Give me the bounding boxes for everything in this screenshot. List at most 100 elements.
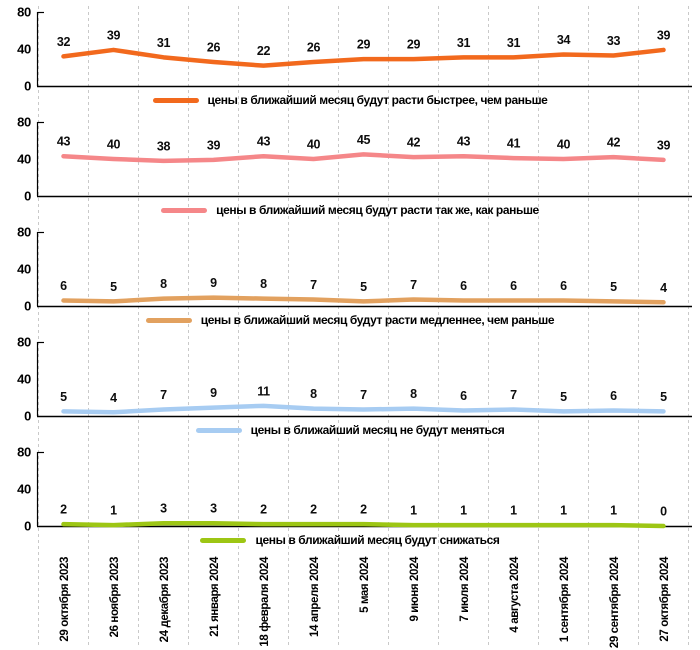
series-line-2 [61, 152, 666, 164]
y-tick-label: 80 [17, 445, 31, 460]
data-label: 4 [660, 281, 667, 295]
data-label: 7 [510, 388, 517, 402]
x-axis-date-label: 7 июля 2024 [459, 556, 471, 622]
data-label: 6 [460, 389, 467, 403]
data-label: 43 [57, 135, 71, 149]
legend-swatch-icon [145, 318, 192, 323]
legend-label: цены в ближайший месяц будут расти медле… [200, 313, 555, 327]
data-label: 8 [260, 277, 267, 291]
x-axis-date-label: 24 декабря 2023 [159, 557, 171, 642]
legend-swatch-icon [152, 98, 199, 103]
y-tick-label: 0 [24, 79, 31, 94]
x-axis-date-label: 26 ноября 2023 [109, 557, 121, 637]
data-label: 5 [610, 280, 617, 294]
data-label: 5 [360, 280, 367, 294]
x-axis-date-label: 4 августа 2024 [509, 556, 521, 633]
x-axis-date-label: 29 октября 2023 [59, 557, 71, 642]
series-line-1 [61, 47, 666, 68]
data-label: 6 [460, 279, 467, 293]
data-label: 39 [657, 28, 671, 42]
data-label: 2 [310, 503, 317, 517]
data-label: 42 [607, 136, 621, 150]
data-label: 40 [107, 138, 121, 152]
y-tick-label: 80 [17, 5, 31, 20]
legend-label: цены в ближайший месяц будут снижаться [255, 533, 500, 547]
x-axis-date-label: 9 июня 2024 [409, 556, 421, 622]
y-tick-label: 40 [17, 42, 31, 57]
x-axis-date-label: 27 октября 2024 [659, 556, 671, 642]
data-label: 5 [660, 390, 667, 404]
y-tick-label: 80 [17, 115, 31, 130]
data-label: 5 [110, 280, 117, 294]
data-label: 9 [210, 386, 217, 400]
data-label: 2 [360, 503, 367, 517]
data-label: 39 [107, 28, 121, 42]
y-tick-label: 0 [24, 189, 31, 204]
data-label: 8 [310, 387, 317, 401]
data-label: 33 [607, 34, 621, 48]
legend-label: цены в ближайший месяц не будут меняться [250, 423, 505, 437]
data-label: 7 [310, 278, 317, 292]
y-tick-label: 40 [17, 152, 31, 167]
data-label: 43 [457, 135, 471, 149]
data-label: 0 [660, 505, 667, 519]
data-label: 42 [407, 136, 421, 150]
data-label: 2 [260, 503, 267, 517]
data-label: 39 [207, 138, 221, 152]
y-tick-label: 0 [24, 299, 31, 314]
data-label: 26 [207, 40, 221, 54]
data-label: 5 [60, 390, 67, 404]
legend-label: цены в ближайший месяц будут расти быстр… [207, 93, 548, 107]
data-label: 29 [357, 38, 371, 52]
data-label: 45 [357, 133, 371, 147]
legend-series-1: цены в ближайший месяц будут расти быстр… [0, 92, 700, 109]
data-label: 11 [257, 384, 270, 398]
data-label: 5 [560, 390, 567, 404]
data-label: 1 [460, 504, 467, 518]
data-label: 8 [160, 277, 167, 291]
data-label: 31 [457, 36, 471, 50]
data-label: 6 [510, 279, 517, 293]
data-label: 8 [410, 387, 417, 401]
data-label: 9 [210, 276, 217, 290]
data-label: 31 [157, 36, 171, 50]
x-axis-date-label: 18 февраля 2024 [259, 556, 271, 647]
data-label: 38 [157, 139, 171, 153]
y-tick-label: 0 [24, 409, 31, 424]
y-tick-label: 0 [24, 519, 31, 534]
series-line-4 [61, 403, 666, 415]
data-label: 32 [57, 35, 71, 49]
data-label: 6 [560, 279, 567, 293]
data-label: 1 [610, 504, 617, 518]
series-line-3 [61, 295, 666, 305]
data-label: 1 [560, 504, 567, 518]
data-label: 4 [110, 391, 117, 405]
data-label: 40 [557, 138, 571, 152]
data-label: 40 [307, 138, 321, 152]
legend-swatch-icon [200, 538, 247, 543]
y-tick-label: 80 [17, 225, 31, 240]
data-label: 22 [257, 44, 271, 58]
data-label: 6 [60, 279, 67, 293]
y-tick-label: 40 [17, 372, 31, 387]
data-label: 3 [210, 502, 217, 516]
legend-series-3: цены в ближайший месяц будут расти медле… [0, 312, 700, 329]
x-axis-date-label: 1 сентября 2024 [559, 556, 571, 642]
data-label: 34 [557, 33, 571, 47]
data-label: 31 [507, 36, 521, 50]
y-tick-label: 40 [17, 262, 31, 277]
data-label: 26 [307, 40, 321, 54]
data-label: 7 [160, 388, 167, 402]
x-axis-date-label: 29 сентября 2024 [609, 556, 621, 648]
data-label: 43 [257, 135, 271, 149]
y-tick-label: 40 [17, 482, 31, 497]
data-label: 1 [510, 504, 517, 518]
x-axis-date-label: 14 апреля 2024 [309, 556, 321, 637]
data-label: 7 [410, 278, 417, 292]
legend-series-5: цены в ближайший месяц будут снижаться [0, 532, 700, 549]
x-axis-date-label: 5 мая 2024 [359, 556, 371, 613]
data-label: 41 [507, 137, 521, 151]
y-tick-label: 80 [17, 335, 31, 350]
